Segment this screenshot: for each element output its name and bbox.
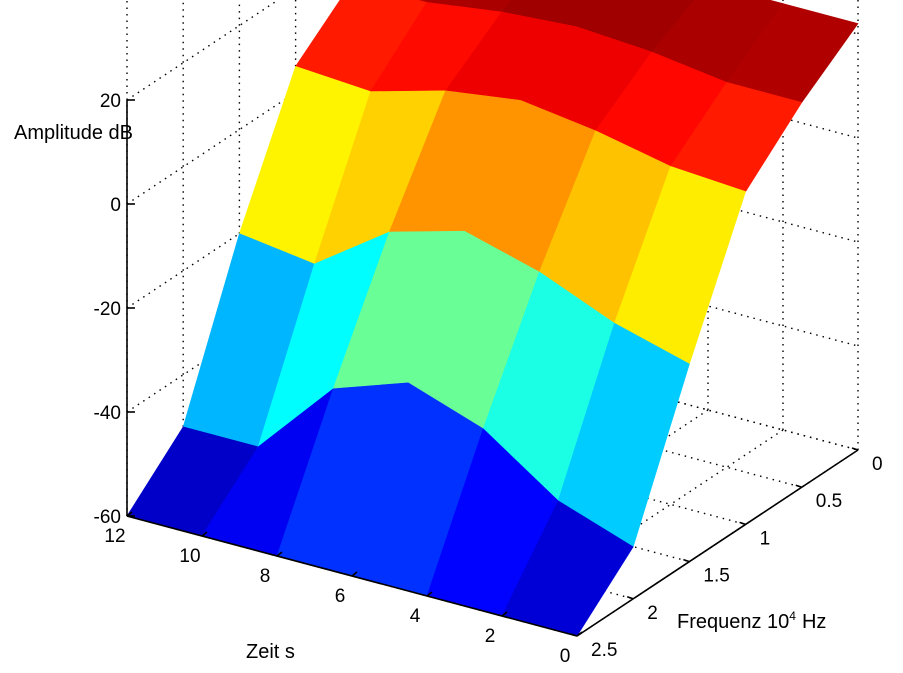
x-tick-mark <box>576 631 583 637</box>
x-tick-mark <box>426 591 433 597</box>
z-tick-label: 0 <box>110 195 121 216</box>
z-tick-label: -60 <box>94 507 121 528</box>
z-tick-label: -40 <box>94 403 121 424</box>
y-tick-mark <box>795 484 803 488</box>
y-tick-label: 2.5 <box>591 640 617 661</box>
y-axis-label-exponent: 4 <box>789 609 796 623</box>
x-tick-mark <box>351 571 358 577</box>
y-axis-label: Frequenz 104 Hz <box>677 609 826 633</box>
y-tick-mark <box>683 558 690 563</box>
y-tick-mark <box>570 633 578 637</box>
x-axis-label: Zeit s <box>246 641 295 663</box>
x-tick-mark <box>501 611 508 617</box>
y-tick-label: 2 <box>647 603 658 624</box>
y-axis-line <box>576 449 859 637</box>
z-tick-label: -20 <box>94 299 121 320</box>
y-tick-mark <box>851 447 859 451</box>
x-tick-label: 2 <box>485 626 496 647</box>
y-tick-label: 0.5 <box>816 491 842 512</box>
x-tick-mark <box>126 511 133 517</box>
x-tick-mark <box>201 531 208 537</box>
z-axis-label: Amplitude dB <box>14 122 133 144</box>
y-axis-label-unit: Hz <box>802 611 826 633</box>
y-tick-label: 1 <box>760 528 771 549</box>
surface-layer <box>126 0 859 637</box>
y-tick-label: 0 <box>872 454 883 475</box>
x-tick-label: 12 <box>104 526 125 547</box>
x-tick-label: 0 <box>560 646 571 667</box>
x-tick-mark <box>276 551 283 557</box>
z-tick-label: 20 <box>100 91 121 112</box>
y-axis-label-text: Frequenz 10 <box>677 611 789 633</box>
y-tick-mark <box>626 596 634 600</box>
x-tick-label: 4 <box>410 606 421 627</box>
x-tick-label: 8 <box>260 566 271 587</box>
x-tick-label: 10 <box>179 546 200 567</box>
y-tick-mark <box>739 521 746 526</box>
y-tick-label: 1.5 <box>703 566 729 587</box>
x-tick-label: 6 <box>335 586 346 607</box>
